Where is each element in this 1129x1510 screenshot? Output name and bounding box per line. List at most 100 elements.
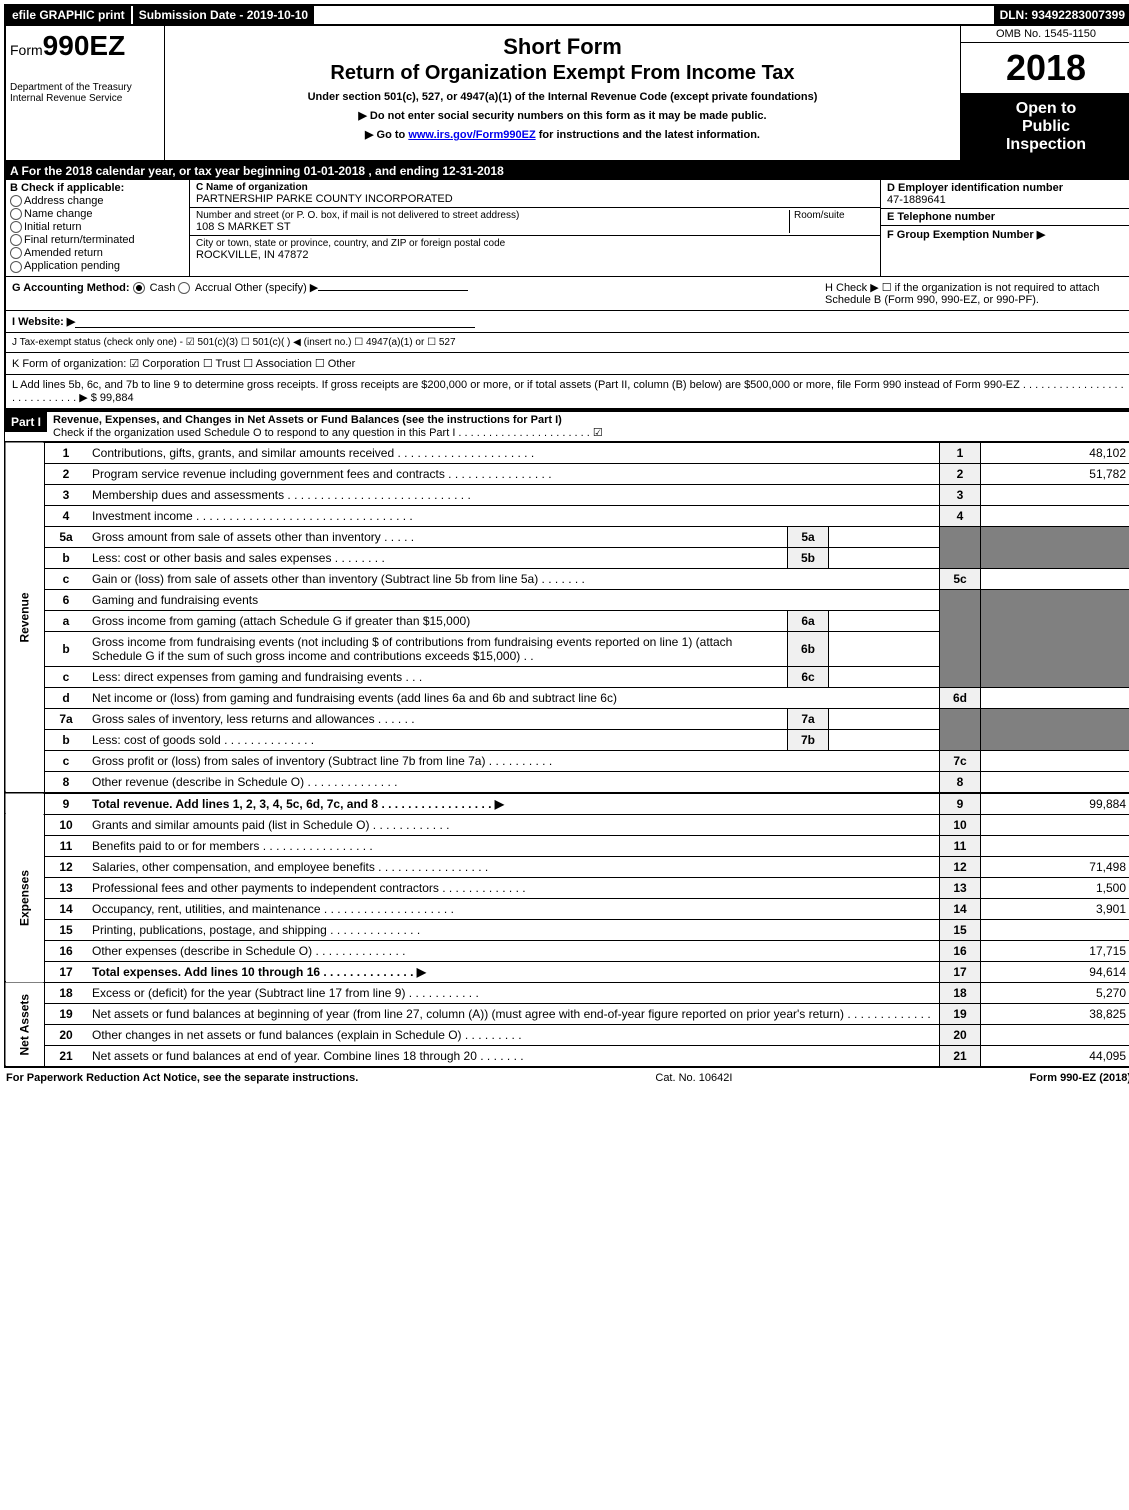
- row-20: 20 Other changes in net assets or fund b…: [5, 1024, 1129, 1045]
- val-7c: [981, 750, 1129, 771]
- row-6: 6 Gaming and fundraising events: [5, 589, 1129, 610]
- chk-final-return[interactable]: Final return/terminated: [10, 234, 185, 246]
- chk-application-pending[interactable]: Application pending: [10, 260, 185, 272]
- form-header: Form990EZ Department of the Treasury Int…: [4, 26, 1129, 162]
- chk-address-change[interactable]: Address change: [10, 195, 185, 207]
- val-16: 17,715: [981, 940, 1129, 961]
- col-b-label: B Check if applicable:: [10, 182, 185, 194]
- val-15: [981, 919, 1129, 940]
- val-17: 94,614: [981, 961, 1129, 982]
- g-other-input[interactable]: [318, 290, 468, 291]
- radio-cash[interactable]: [133, 282, 145, 294]
- dept-treasury: Department of the Treasury: [10, 82, 160, 93]
- total-revenue-label: Total revenue. Add lines 1, 2, 3, 4, 5c,…: [92, 797, 504, 811]
- val-12: 71,498: [981, 856, 1129, 877]
- val-14: 3,901: [981, 898, 1129, 919]
- row-9: 9 Total revenue. Add lines 1, 2, 3, 4, 5…: [5, 793, 1129, 815]
- side-expenses: Expenses: [5, 814, 45, 982]
- h-check: H Check ▶ ☐ if the organization is not r…: [825, 281, 1125, 306]
- form-number-big: 990EZ: [43, 30, 126, 61]
- row-14: 14 Occupancy, rent, utilities, and maint…: [5, 898, 1129, 919]
- row-g-h: G Accounting Method: Cash Accrual Other …: [4, 277, 1129, 311]
- cell-phone: E Telephone number: [881, 209, 1129, 226]
- g-accounting: G Accounting Method: Cash Accrual Other …: [12, 281, 468, 306]
- i-website-input[interactable]: [75, 315, 475, 328]
- top-bar: efile GRAPHIC print Submission Date - 20…: [4, 4, 1129, 26]
- val-2: 51,782: [981, 463, 1129, 484]
- street-label: Number and street (or P. O. box, if mail…: [196, 210, 789, 221]
- page-footer: For Paperwork Reduction Act Notice, see …: [4, 1068, 1129, 1088]
- chk-amended-return[interactable]: Amended return: [10, 247, 185, 259]
- row-l: L Add lines 5b, 6c, and 7b to line 9 to …: [4, 375, 1129, 410]
- part1-sub: Check if the organization used Schedule …: [53, 427, 603, 439]
- chk-name-change[interactable]: Name change: [10, 208, 185, 220]
- col-b-checkboxes: B Check if applicable: Address change Na…: [6, 180, 190, 276]
- cell-street: Number and street (or P. O. box, if mail…: [190, 208, 880, 236]
- irs-link[interactable]: www.irs.gov/Form990EZ: [408, 129, 535, 141]
- col-c-org-info: C Name of organization PARTNERSHIP PARKE…: [190, 180, 880, 276]
- footer-left: For Paperwork Reduction Act Notice, see …: [6, 1072, 358, 1084]
- side-net-assets: Net Assets: [5, 982, 45, 1067]
- open-inspection: Open to Public Inspection: [961, 94, 1129, 160]
- val-20: [981, 1024, 1129, 1045]
- row-3: 3 Membership dues and assessments . . . …: [5, 484, 1129, 505]
- i-website-label: I Website: ▶: [12, 315, 75, 328]
- ssn-warning: ▶ Do not enter social security numbers o…: [171, 109, 954, 122]
- section-subtitle: Under section 501(c), 527, or 4947(a)(1)…: [171, 91, 954, 103]
- total-expenses-label: Total expenses. Add lines 10 through 16 …: [92, 965, 426, 979]
- row-10: Expenses 10 Grants and similar amounts p…: [5, 814, 1129, 835]
- room-label: Room/suite: [789, 210, 874, 233]
- val-9: 99,884: [981, 793, 1129, 815]
- g-label: G Accounting Method:: [12, 282, 130, 294]
- row-18: Net Assets 18 Excess or (deficit) for th…: [5, 982, 1129, 1003]
- row-13: 13 Professional fees and other payments …: [5, 877, 1129, 898]
- dln-label: DLN: 93492283007399: [994, 6, 1129, 24]
- cell-city: City or town, state or province, country…: [190, 236, 880, 263]
- val-21: 44,095: [981, 1045, 1129, 1067]
- row-12: 12 Salaries, other compensation, and emp…: [5, 856, 1129, 877]
- row-19: 19 Net assets or fund balances at beginn…: [5, 1003, 1129, 1024]
- form-prefix: Form: [10, 42, 43, 58]
- d-value: 47-1889641: [887, 194, 1125, 206]
- val-19: 38,825: [981, 1003, 1129, 1024]
- row-k: K Form of organization: ☑ Corporation ☐ …: [4, 353, 1129, 375]
- city-value: ROCKVILLE, IN 47872: [196, 249, 874, 261]
- footer-form-ref: Form 990-EZ (2018): [1030, 1072, 1129, 1084]
- chk-initial-return[interactable]: Initial return: [10, 221, 185, 233]
- val-5c: [981, 568, 1129, 589]
- open-line2: Public: [963, 118, 1129, 136]
- e-label: E Telephone number: [887, 211, 1125, 223]
- street-value: 108 S MARKET ST: [196, 221, 789, 233]
- d-label: D Employer identification number: [887, 182, 1125, 194]
- val-18: 5,270: [981, 982, 1129, 1003]
- row-7c: c Gross profit or (loss) from sales of i…: [5, 750, 1129, 771]
- footer-cat-no: Cat. No. 10642I: [655, 1072, 732, 1084]
- return-title: Return of Organization Exempt From Incom…: [171, 62, 954, 85]
- row-7a: 7a Gross sales of inventory, less return…: [5, 708, 1129, 729]
- row-2: 2 Program service revenue including gove…: [5, 463, 1129, 484]
- goto-prefix: ▶ Go to: [365, 129, 408, 141]
- row-6d: d Net income or (loss) from gaming and f…: [5, 687, 1129, 708]
- row-15: 15 Printing, publications, postage, and …: [5, 919, 1129, 940]
- cell-ein: D Employer identification number 47-1889…: [881, 180, 1129, 209]
- info-grid: B Check if applicable: Address change Na…: [4, 180, 1129, 277]
- row-5a: 5a Gross amount from sale of assets othe…: [5, 526, 1129, 547]
- row-j: J Tax-exempt status (check only one) - ☑…: [4, 333, 1129, 353]
- val-6d: [981, 687, 1129, 708]
- section-a-calendar: A For the 2018 calendar year, or tax yea…: [4, 162, 1129, 180]
- val-8: [981, 771, 1129, 793]
- form-label-box: Form990EZ Department of the Treasury Int…: [6, 26, 165, 160]
- short-form-title: Short Form: [171, 34, 954, 60]
- radio-accrual[interactable]: [178, 282, 190, 294]
- val-13: 1,500: [981, 877, 1129, 898]
- goto-suffix: for instructions and the latest informat…: [536, 129, 760, 141]
- city-label: City or town, state or province, country…: [196, 238, 874, 249]
- open-line3: Inspection: [963, 136, 1129, 154]
- f-label: F Group Exemption Number ▶: [887, 228, 1125, 241]
- row-5c: c Gain or (loss) from sale of assets oth…: [5, 568, 1129, 589]
- efile-label[interactable]: efile GRAPHIC print: [6, 6, 131, 24]
- val-4: [981, 505, 1129, 526]
- part1-label: Part I: [5, 412, 47, 432]
- row-21: 21 Net assets or fund balances at end of…: [5, 1045, 1129, 1067]
- row-8: 8 Other revenue (describe in Schedule O)…: [5, 771, 1129, 793]
